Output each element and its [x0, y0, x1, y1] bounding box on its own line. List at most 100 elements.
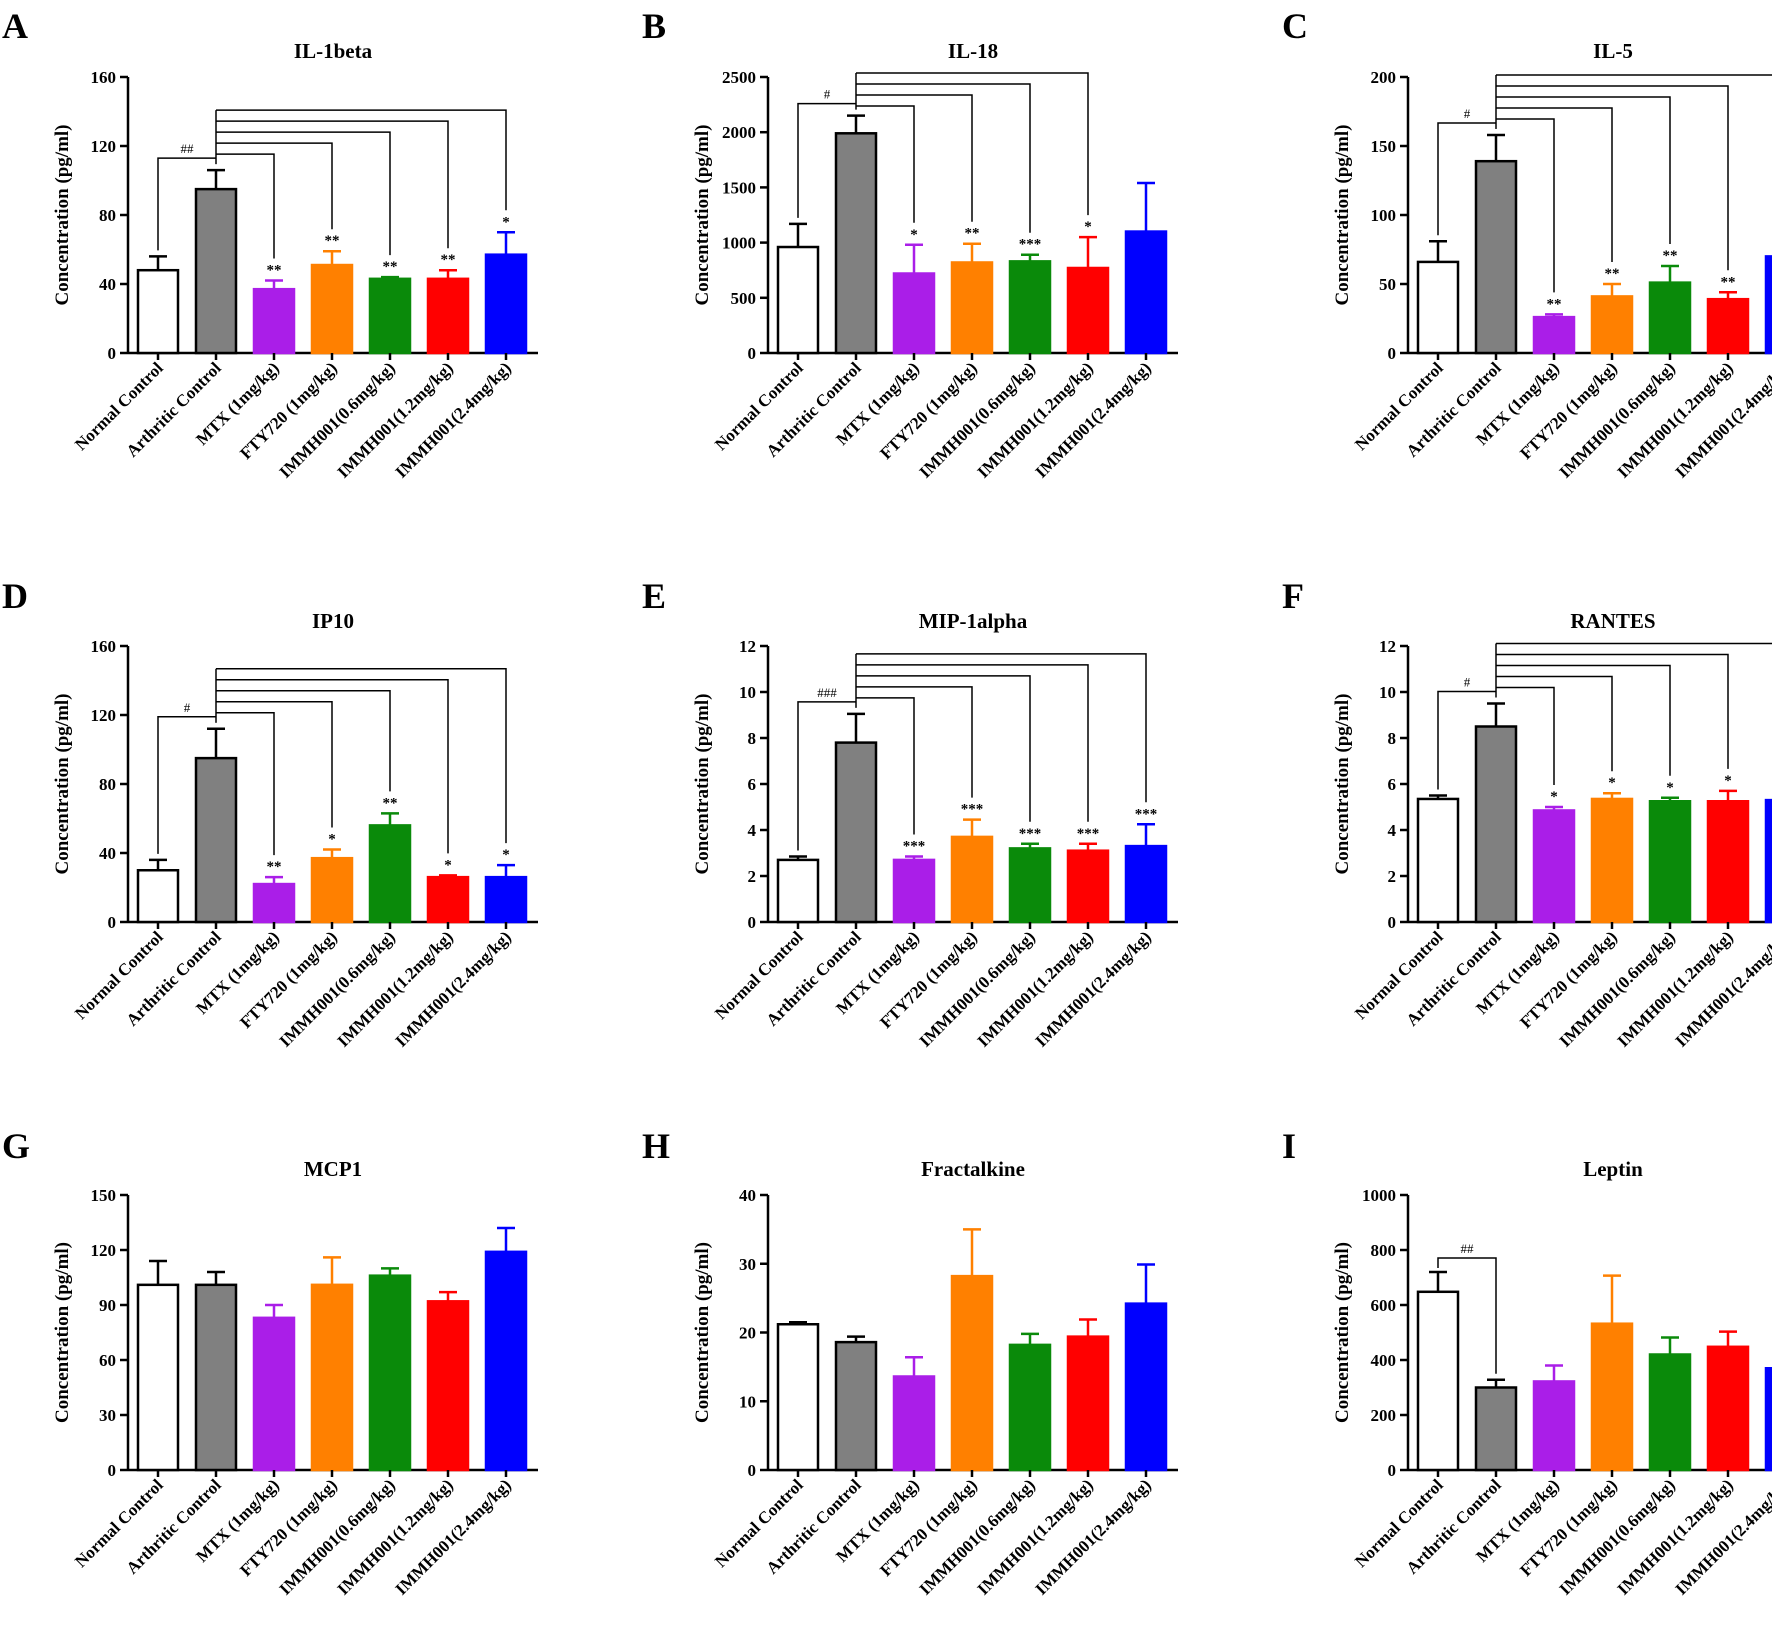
bar	[1008, 260, 1052, 355]
bar	[136, 268, 180, 355]
comparison-bracket	[1496, 96, 1671, 245]
bar	[1474, 159, 1518, 355]
x-tick-label: IMMH001(0.6mg/kg)	[916, 927, 1039, 1050]
significance-label: *	[1666, 780, 1674, 796]
significance-label: ***	[961, 802, 984, 818]
y-tick-label: 10	[739, 683, 756, 702]
y-tick-label: 2000	[722, 123, 756, 142]
bar	[1416, 260, 1460, 355]
comparison-bracket	[216, 120, 449, 249]
x-tick-label: FTY720 (1mg/kg)	[1516, 1475, 1621, 1580]
significance-label: ***	[1135, 806, 1158, 822]
bar	[776, 245, 820, 355]
bar	[776, 1323, 820, 1472]
bar	[252, 1316, 296, 1472]
comparison-bracket	[1437, 1257, 1497, 1374]
chart-title: RANTES	[1570, 609, 1655, 633]
significance-label: **	[267, 859, 282, 875]
bar	[950, 1274, 994, 1472]
y-tick-label: 4	[1388, 821, 1397, 840]
bar	[1532, 809, 1576, 924]
y-tick-label: 80	[99, 206, 116, 225]
significance-label: **	[267, 263, 282, 279]
comparison-bracket	[856, 697, 915, 835]
y-tick-label: 160	[91, 68, 117, 87]
bar	[1764, 1367, 1772, 1472]
x-tick-label: IMMH001(1.2mg/kg)	[334, 927, 457, 1050]
significance-label: *	[1550, 789, 1558, 805]
x-tick-label: IMMH001(0.6mg/kg)	[916, 358, 1039, 481]
x-tick-label: FTY720 (1mg/kg)	[1516, 927, 1621, 1032]
bracket-label: #	[184, 700, 191, 715]
bar	[1590, 1322, 1634, 1472]
comparison-bracket	[216, 142, 333, 230]
chart-title: IL-18	[948, 39, 998, 63]
bar	[1008, 1343, 1052, 1472]
x-tick-label: IMMH001(2.4mg/kg)	[392, 927, 515, 1050]
x-tick-label: IMMH001(0.6mg/kg)	[1556, 927, 1679, 1050]
bracket-label: ###	[817, 685, 837, 700]
bar	[1590, 295, 1634, 355]
y-tick-label: 2500	[722, 68, 756, 87]
bar	[484, 875, 528, 924]
x-tick-label: IMMH001(0.6mg/kg)	[276, 1475, 399, 1598]
significance-label: *	[1608, 775, 1616, 791]
comparison-bracket	[1496, 686, 1555, 785]
y-tick-label: 4	[748, 821, 757, 840]
comparison-bracket	[216, 109, 507, 211]
significance-label: **	[383, 795, 398, 811]
x-tick-label: IMMH001(1.2mg/kg)	[334, 358, 457, 481]
panel-letter: C	[1282, 6, 1308, 46]
y-tick-label: 600	[1371, 1296, 1397, 1315]
y-tick-label: 0	[748, 344, 757, 363]
x-tick-label: FTY720 (1mg/kg)	[876, 1475, 981, 1580]
bar	[194, 756, 238, 924]
chart-panel-i: I Leptin Concentration (pg/ml) 0 200 400 600 80…	[1282, 1126, 1772, 1599]
comparison-bracket	[856, 686, 973, 798]
comparison-bracket	[797, 701, 856, 851]
x-tick-label: IMMH001(1.2mg/kg)	[1614, 358, 1737, 481]
significance-label: *	[910, 227, 918, 243]
chart-title: MCP1	[304, 1157, 362, 1181]
comparison-bracket	[1496, 664, 1671, 776]
y-tick-label: 0	[1388, 913, 1397, 932]
significance-label: **	[325, 233, 340, 249]
bar	[1124, 230, 1168, 355]
significance-label: ***	[1077, 826, 1100, 842]
y-tick-label: 0	[108, 1461, 117, 1480]
y-tick-label: 0	[1388, 344, 1397, 363]
comparison-bracket	[856, 72, 1089, 216]
bar	[426, 1300, 470, 1472]
y-tick-label: 90	[99, 1296, 116, 1315]
bar	[194, 1283, 238, 1472]
y-tick-label: 50	[1379, 275, 1396, 294]
x-tick-label: IMMH001(0.6mg/kg)	[276, 927, 399, 1050]
y-tick-label: 40	[739, 1186, 756, 1205]
bar	[1066, 849, 1110, 924]
y-axis-label: Concentration (pg/ml)	[52, 693, 73, 874]
panel-letter: E	[642, 576, 666, 616]
x-tick-label: FTY720 (1mg/kg)	[1516, 358, 1621, 463]
x-tick-label: IMMH001(1.2mg/kg)	[334, 1475, 457, 1598]
bar	[1706, 800, 1750, 924]
y-tick-label: 150	[1371, 137, 1397, 156]
comparison-bracket	[1496, 74, 1772, 76]
y-tick-label: 100	[1371, 206, 1397, 225]
comparison-bracket	[1496, 653, 1729, 769]
bar	[368, 1274, 412, 1472]
comparison-bracket	[216, 153, 275, 259]
y-tick-label: 400	[1371, 1351, 1397, 1370]
chart-title: IL-1beta	[294, 39, 373, 63]
significance-label: *	[444, 857, 452, 873]
comparison-bracket	[856, 94, 973, 222]
x-tick-label: FTY720 (1mg/kg)	[876, 358, 981, 463]
bracket-label: ##	[1461, 1241, 1475, 1256]
comparison-bracket	[157, 157, 216, 251]
x-tick-label: IMMH001(1.2mg/kg)	[1614, 1475, 1737, 1598]
y-tick-label: 6	[748, 775, 757, 794]
y-tick-label: 0	[1388, 1461, 1397, 1480]
y-tick-label: 60	[99, 1351, 116, 1370]
bar	[368, 824, 412, 924]
y-tick-label: 200	[1371, 68, 1397, 87]
x-tick-label: IMMH001(0.6mg/kg)	[1556, 358, 1679, 481]
